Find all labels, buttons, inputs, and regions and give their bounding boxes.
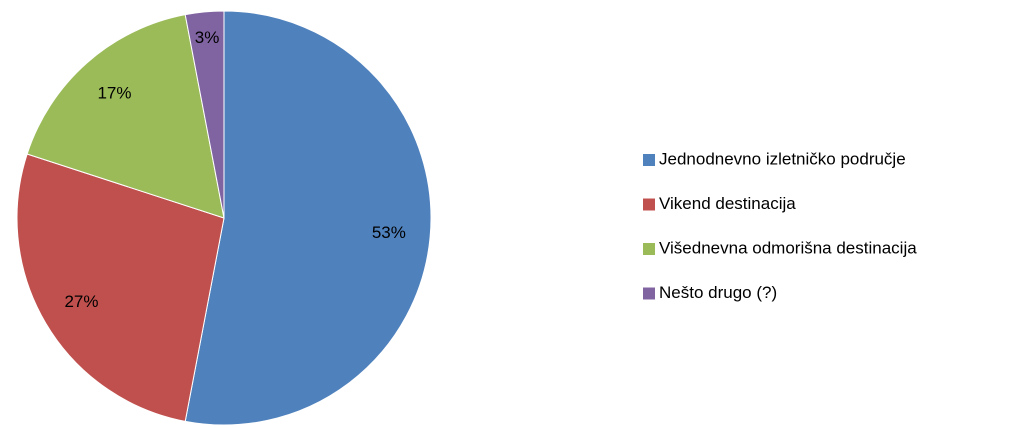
pie-slice — [26, 14, 225, 219]
legend-label: Višednevna odmorišna destinacija — [659, 238, 917, 257]
legend-label: Jednodnevno izletničko područje — [659, 149, 906, 168]
pie-slice — [184, 10, 225, 219]
legend-swatch — [643, 243, 655, 255]
legend-label: Vikend destinacija — [659, 194, 796, 213]
data-label: 3% — [195, 28, 220, 47]
data-label: 53% — [372, 223, 406, 242]
legend-label: Nešto drugo (?) — [659, 283, 777, 302]
pie-slice — [184, 10, 432, 426]
legend-swatch — [643, 198, 655, 211]
legend-swatch — [643, 154, 655, 166]
data-label: 17% — [97, 83, 131, 102]
pie-slice — [16, 153, 225, 422]
legend-swatch — [643, 287, 655, 300]
data-label: 27% — [64, 292, 98, 311]
